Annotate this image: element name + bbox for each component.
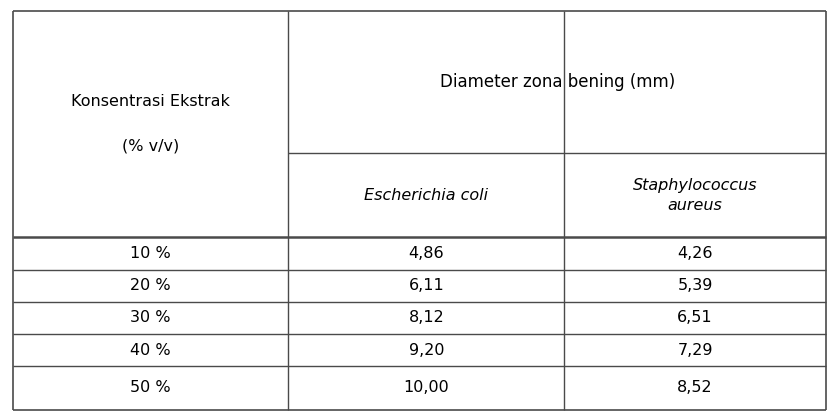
Text: 8,52: 8,52 bbox=[677, 381, 713, 395]
Text: Konsentrasi Ekstrak

(% v/v): Konsentrasi Ekstrak (% v/v) bbox=[71, 94, 230, 154]
Text: 7,29: 7,29 bbox=[677, 343, 713, 357]
Text: Escherichia coli: Escherichia coli bbox=[364, 188, 488, 203]
Text: 9,20: 9,20 bbox=[409, 343, 444, 357]
Text: 5,39: 5,39 bbox=[677, 278, 713, 293]
Text: 30 %: 30 % bbox=[130, 310, 171, 325]
Text: 20 %: 20 % bbox=[130, 278, 171, 293]
Text: 10,00: 10,00 bbox=[404, 381, 449, 395]
Text: 6,51: 6,51 bbox=[677, 310, 713, 325]
Text: 10 %: 10 % bbox=[130, 246, 171, 261]
Text: 4,86: 4,86 bbox=[409, 246, 444, 261]
Text: Diameter zona bening (mm): Diameter zona bening (mm) bbox=[440, 73, 675, 91]
Text: 4,26: 4,26 bbox=[677, 246, 713, 261]
Text: 8,12: 8,12 bbox=[409, 310, 444, 325]
Text: 40 %: 40 % bbox=[130, 343, 171, 357]
Text: 6,11: 6,11 bbox=[409, 278, 444, 293]
Text: Staphylococcus
aureus: Staphylococcus aureus bbox=[633, 178, 757, 213]
Text: 50 %: 50 % bbox=[130, 381, 171, 395]
